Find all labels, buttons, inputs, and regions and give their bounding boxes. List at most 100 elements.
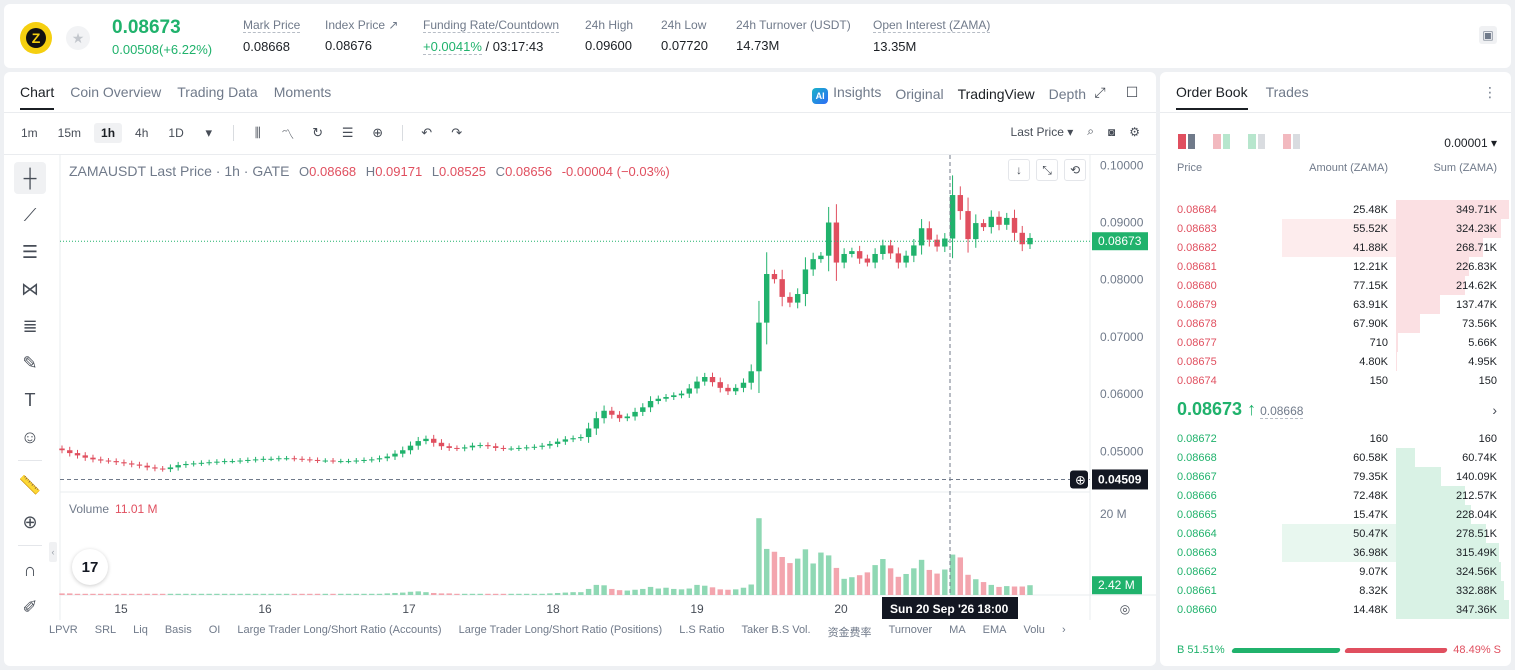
bid-row[interactable]: 0.08667 79.35K 140.09K xyxy=(1160,467,1511,486)
text-icon[interactable]: T xyxy=(24,389,36,410)
expand-icon[interactable]: ⤢ xyxy=(1094,83,1106,100)
view-depth[interactable]: Depth xyxy=(1048,86,1086,102)
chart-settings-icon[interactable]: ◎ xyxy=(1114,598,1136,620)
ruler-icon[interactable]: 📏 xyxy=(18,474,42,495)
chevron-right-icon[interactable]: › xyxy=(1492,402,1497,418)
indicator-item[interactable]: Large Trader Long/Short Ratio (Positions… xyxy=(458,624,663,636)
zoom-in-icon[interactable]: ⊕ xyxy=(22,511,38,532)
ask-row[interactable]: 0.08679 63.91K 137.47K xyxy=(1160,295,1511,314)
template-icon[interactable]: ☰ xyxy=(341,125,354,140)
pencil-icon[interactable]: ✐ xyxy=(22,596,38,617)
candlestick-chart[interactable]: 0.10000 0.09000 0.08000 0.07000 0.06000 0.050… xyxy=(4,72,1156,666)
crosshair-icon[interactable]: ┼ xyxy=(14,162,46,194)
sum-depth-bar xyxy=(1396,600,1509,619)
both-sides-icon[interactable] xyxy=(1178,134,1195,149)
ask-row[interactable]: 0.08677 710 5.66K xyxy=(1160,333,1511,352)
indicator-item[interactable]: MA xyxy=(949,624,966,636)
stat-index-price[interactable]: Index Price ↗ 0.08676 xyxy=(325,18,399,53)
tab-order-book[interactable]: Order Book xyxy=(1176,84,1248,110)
indicator-item[interactable]: Volu xyxy=(1023,624,1045,636)
indicator-item[interactable]: EMA xyxy=(982,624,1007,636)
refresh-icon[interactable]: ⟲ xyxy=(1064,159,1086,181)
indicator-item[interactable]: Liq xyxy=(133,624,148,636)
sell-only-icon[interactable] xyxy=(1283,134,1300,149)
indicator-item[interactable]: L.S Ratio xyxy=(679,624,725,636)
notebook-icon[interactable]: ▣ xyxy=(1479,26,1497,44)
more-menu-icon[interactable]: ⋮ xyxy=(1483,84,1497,100)
candle-body xyxy=(206,462,212,464)
search-icon[interactable]: ⌕ xyxy=(1087,124,1094,138)
bid-row[interactable]: 0.08672 160 160 xyxy=(1160,429,1511,448)
window-icon[interactable]: ☐ xyxy=(1125,83,1139,100)
price-type-select[interactable]: Last Price ▾ xyxy=(1010,124,1074,139)
tradingview-logo[interactable]: 17 xyxy=(72,549,108,585)
replay-icon[interactable]: ↻ xyxy=(312,125,324,140)
collapse-icon[interactable]: ⤡ xyxy=(1036,159,1058,181)
indicators-icon[interactable]: 〽 xyxy=(281,126,295,142)
camera-icon[interactable]: ◙ xyxy=(1107,124,1116,139)
horizontal-lines-icon[interactable]: ☰ xyxy=(21,241,39,262)
indicator-item[interactable]: SRL xyxy=(94,624,117,636)
redo-icon[interactable]: ↷ xyxy=(451,125,463,140)
collapse-handle-icon[interactable]: ‹ xyxy=(49,542,57,562)
tab-moments[interactable]: Moments xyxy=(273,84,332,100)
bid-row[interactable]: 0.08660 14.48K 347.36K xyxy=(1160,600,1511,619)
bid-row[interactable]: 0.08666 72.48K 212.57K xyxy=(1160,486,1511,505)
indicator-item[interactable]: Taker B.S Vol. xyxy=(741,624,811,636)
arrow-down-icon[interactable]: ↓ xyxy=(1008,159,1030,181)
bid-row[interactable]: 0.08665 15.47K 228.04K xyxy=(1160,505,1511,524)
timeframe-1d[interactable]: 1D xyxy=(168,126,184,140)
tab-coin-overview[interactable]: Coin Overview xyxy=(70,84,162,100)
ask-row[interactable]: 0.08674 150 150 xyxy=(1160,371,1511,390)
bid-row[interactable]: 0.08662 9.07K 324.56K xyxy=(1160,562,1511,581)
tab-trades[interactable]: Trades xyxy=(1265,84,1309,100)
timeframe-dropdown-icon[interactable]: ▾ xyxy=(205,125,212,140)
tab-chart[interactable]: Chart xyxy=(20,84,55,110)
row-sum: 332.88K xyxy=(1456,585,1497,597)
indicator-item[interactable]: Large Trader Long/Short Ratio (Accounts) xyxy=(237,624,442,636)
trend-line-icon[interactable]: ⟋ xyxy=(23,204,37,225)
candle-body xyxy=(283,458,290,460)
undo-icon[interactable]: ↶ xyxy=(421,125,433,140)
ask-row[interactable]: 0.08678 67.90K 73.56K xyxy=(1160,314,1511,333)
timeframe-1h[interactable]: 1h xyxy=(94,123,123,143)
brush-icon[interactable]: ✎ xyxy=(22,352,38,373)
candle-body xyxy=(159,468,166,470)
buy-sell-icon[interactable] xyxy=(1213,134,1230,149)
amount-depth-bar xyxy=(1282,524,1399,543)
timeframe-1m[interactable]: 1m xyxy=(21,126,38,140)
view-insights[interactable]: AI Insights xyxy=(812,84,881,104)
ask-row[interactable]: 0.08682 41.88K 268.71K xyxy=(1160,238,1511,257)
add-indicator-icon[interactable]: ⊕ xyxy=(372,125,384,140)
emoji-icon[interactable]: ☺ xyxy=(20,426,40,447)
ask-row[interactable]: 0.08675 4.80K 4.95K xyxy=(1160,352,1511,371)
indicator-item[interactable]: 资金费率 xyxy=(827,627,872,639)
bid-row[interactable]: 0.08661 8.32K 332.88K xyxy=(1160,581,1511,600)
view-original[interactable]: Original xyxy=(895,86,944,102)
favorite-star-icon[interactable]: ★ xyxy=(66,26,90,50)
ask-row[interactable]: 0.08681 12.21K 226.83K xyxy=(1160,257,1511,276)
indicator-item[interactable]: LPVR xyxy=(49,624,78,636)
sum-depth-bar xyxy=(1396,276,1465,295)
timeframe-4h[interactable]: 4h xyxy=(135,126,149,140)
buy-only-icon[interactable] xyxy=(1248,134,1265,149)
view-tradingview[interactable]: TradingView xyxy=(957,86,1035,102)
timeframe-15m[interactable]: 15m xyxy=(57,126,82,140)
bid-row[interactable]: 0.08663 36.98K 315.49K xyxy=(1160,543,1511,562)
candle-type-icon[interactable]: ⫼ xyxy=(254,125,261,140)
bid-row[interactable]: 0.08664 50.47K 278.51K xyxy=(1160,524,1511,543)
indicator-item[interactable]: Basis xyxy=(164,624,192,636)
ask-row[interactable]: 0.08683 55.52K 324.23K xyxy=(1160,219,1511,238)
bid-row[interactable]: 0.08668 60.58K 60.74K xyxy=(1160,448,1511,467)
pattern-icon[interactable]: ⋈ xyxy=(21,278,39,299)
chevron-right-icon[interactable]: › xyxy=(1061,624,1066,636)
indicator-item[interactable]: OI xyxy=(208,624,221,636)
fib-retracement-icon[interactable]: ≣ xyxy=(22,315,38,336)
ask-row[interactable]: 0.08684 25.48K 349.71K xyxy=(1160,200,1511,219)
ask-row[interactable]: 0.08680 77.15K 214.62K xyxy=(1160,276,1511,295)
magnet-icon[interactable]: ∩ xyxy=(23,559,37,580)
indicator-item[interactable]: Turnover xyxy=(888,624,933,636)
tab-trading-data[interactable]: Trading Data xyxy=(177,84,258,100)
gear-icon[interactable]: ⚙ xyxy=(1129,124,1140,139)
precision-select[interactable]: 0.00001 ▾ xyxy=(1444,136,1497,150)
